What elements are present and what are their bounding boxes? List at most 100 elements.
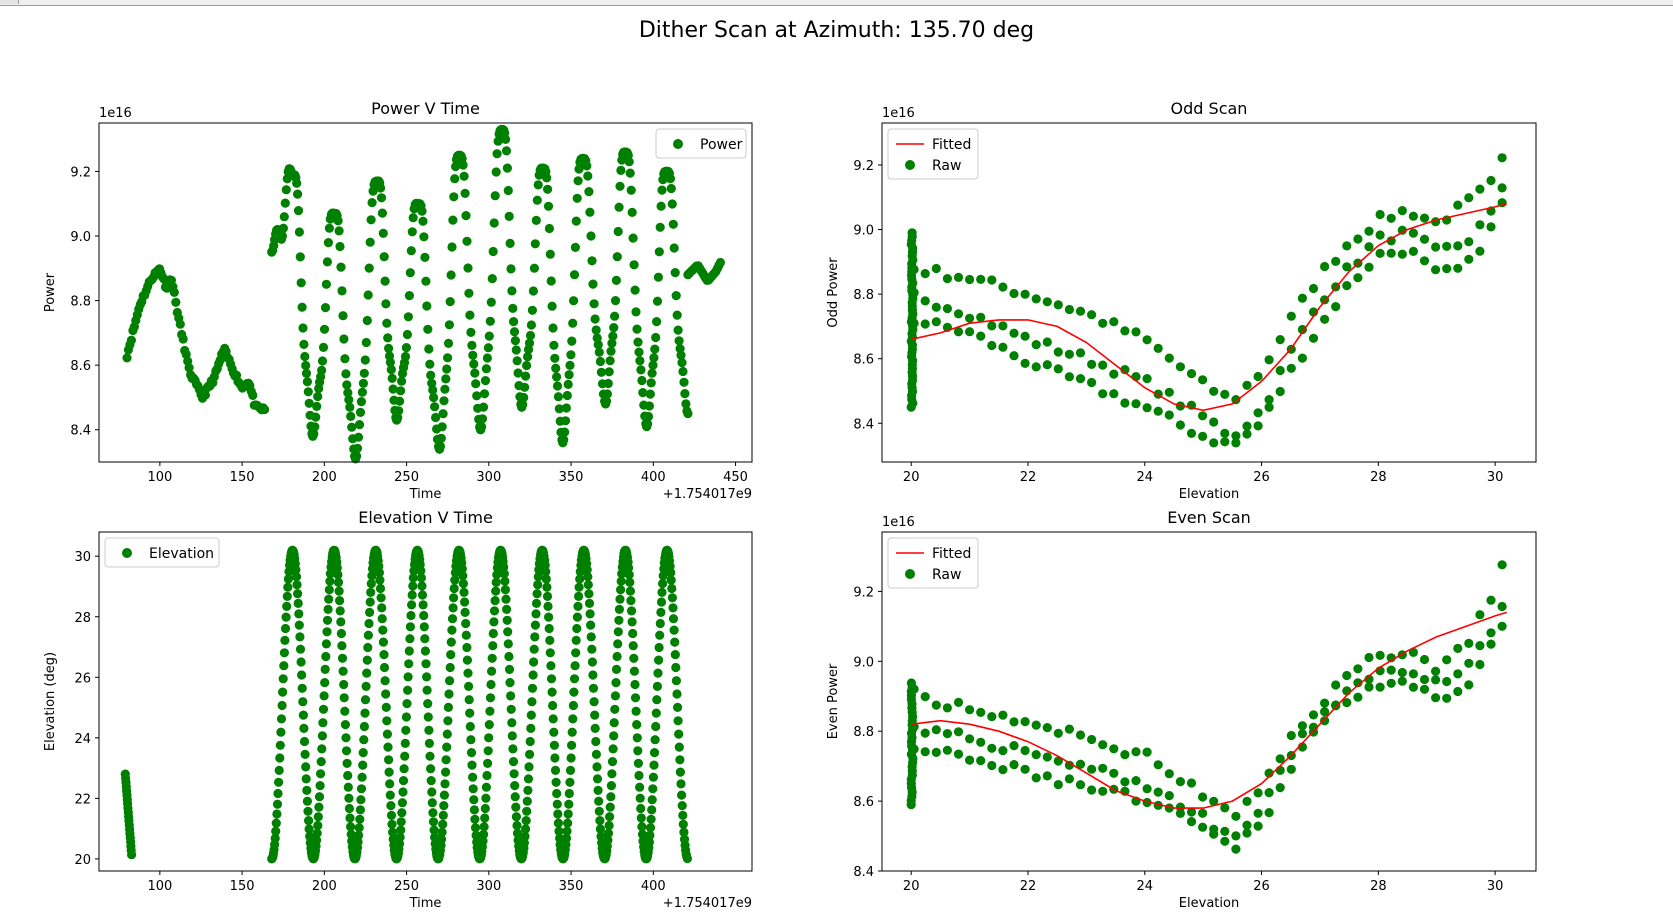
- power-point: [379, 252, 389, 262]
- power-point: [570, 242, 581, 252]
- elevation-point: [677, 790, 687, 800]
- power-point: [638, 388, 648, 398]
- odd-raw-point: [909, 318, 919, 328]
- elevation-point: [425, 751, 435, 761]
- power-point: [447, 242, 457, 252]
- elevation-point: [343, 770, 353, 781]
- power-point: [460, 188, 470, 198]
- even-raw-point: [1131, 776, 1141, 786]
- elevation-point: [652, 681, 663, 692]
- odd-raw-point: [1142, 374, 1152, 384]
- elevation-ytick-label: 20: [74, 853, 91, 868]
- elevation-point: [562, 826, 572, 836]
- even-raw-point: [987, 760, 997, 771]
- even-raw-point: [1442, 676, 1452, 687]
- elevation-point: [359, 721, 369, 732]
- elevation-point: [565, 777, 575, 787]
- elevation-point: [403, 685, 413, 695]
- power-point: [422, 301, 432, 311]
- elevation-point: [359, 735, 369, 745]
- power-ytick-label: 8.6: [70, 359, 91, 374]
- elevation-point: [427, 787, 437, 797]
- power-point: [715, 257, 726, 268]
- power-point: [320, 303, 331, 313]
- power-point: [421, 276, 431, 286]
- power-point: [335, 241, 345, 252]
- elevation-point: [583, 572, 593, 582]
- elevation-point: [282, 591, 292, 602]
- power-point: [470, 368, 480, 378]
- power-point: [629, 260, 639, 270]
- elevation-point: [358, 760, 368, 770]
- elevation-point: [299, 723, 309, 734]
- power-point: [667, 199, 677, 209]
- power-point: [377, 208, 387, 218]
- elevation-point: [376, 593, 386, 603]
- power-point: [337, 286, 347, 296]
- elevation-point: [336, 628, 346, 639]
- even-ytick-label: 8.6: [853, 795, 874, 810]
- even-raw-point: [1342, 698, 1352, 708]
- elevation-point: [544, 623, 554, 634]
- odd-raw-point: [1009, 288, 1019, 299]
- power-point: [650, 344, 660, 354]
- power-point: [615, 181, 625, 191]
- even-raw-point: [976, 756, 986, 766]
- elevation-point: [277, 700, 287, 711]
- power-point: [345, 402, 355, 412]
- elevation-point: [633, 746, 643, 756]
- power-point: [527, 305, 538, 315]
- elevation-point: [446, 637, 456, 647]
- elevation-point: [279, 648, 289, 658]
- power-point: [652, 317, 662, 327]
- elevation-point: [676, 779, 686, 789]
- power-point: [304, 398, 314, 408]
- elevation-point: [340, 720, 350, 730]
- elevation-point: [360, 708, 370, 718]
- elevation-point: [304, 816, 314, 826]
- window-top-bar: [0, 0, 1673, 6]
- power-point: [627, 207, 637, 217]
- odd-raw-point: [1275, 365, 1285, 376]
- power-point: [604, 367, 614, 377]
- power-point: [417, 206, 427, 216]
- elevation-point: [566, 753, 576, 763]
- power-point: [437, 422, 447, 432]
- elevation-point: [427, 798, 437, 808]
- odd-raw-point: [909, 288, 919, 298]
- even-raw-point: [1098, 786, 1108, 796]
- power-point: [200, 390, 210, 400]
- elevation-point: [610, 691, 621, 701]
- power-point: [545, 249, 555, 259]
- even-raw-point: [1475, 659, 1485, 670]
- power-xtick-label: 200: [312, 470, 337, 485]
- even-raw-point: [1164, 791, 1174, 801]
- elevation-point: [364, 618, 374, 629]
- even-xtick-label: 30: [1487, 879, 1504, 894]
- elevation-point: [337, 641, 347, 651]
- even-raw-point: [1375, 650, 1385, 661]
- elevation-point: [611, 664, 622, 675]
- elevation-point: [302, 796, 312, 806]
- even-raw-point: [1231, 811, 1241, 821]
- power-point: [608, 331, 618, 341]
- elevation-point: [629, 653, 639, 663]
- elevation-point: [360, 695, 371, 705]
- even-raw-point: [1453, 643, 1463, 654]
- elevation-point: [344, 803, 354, 814]
- power-point: [553, 392, 564, 402]
- power-point: [405, 268, 415, 278]
- power-point: [654, 247, 664, 257]
- elevation-ytick-label: 26: [74, 671, 91, 686]
- power-point: [550, 353, 560, 363]
- even-raw-point: [1053, 728, 1063, 738]
- power-point: [508, 317, 519, 327]
- odd-raw-point: [1419, 234, 1430, 244]
- elevation-point: [584, 589, 594, 599]
- odd-raw-point: [1453, 263, 1463, 273]
- power-ytick-label: 8.8: [70, 295, 91, 310]
- elevation-point: [466, 735, 476, 745]
- even-raw-point: [1253, 788, 1263, 798]
- power-point: [322, 257, 332, 267]
- elevation-point: [312, 828, 322, 838]
